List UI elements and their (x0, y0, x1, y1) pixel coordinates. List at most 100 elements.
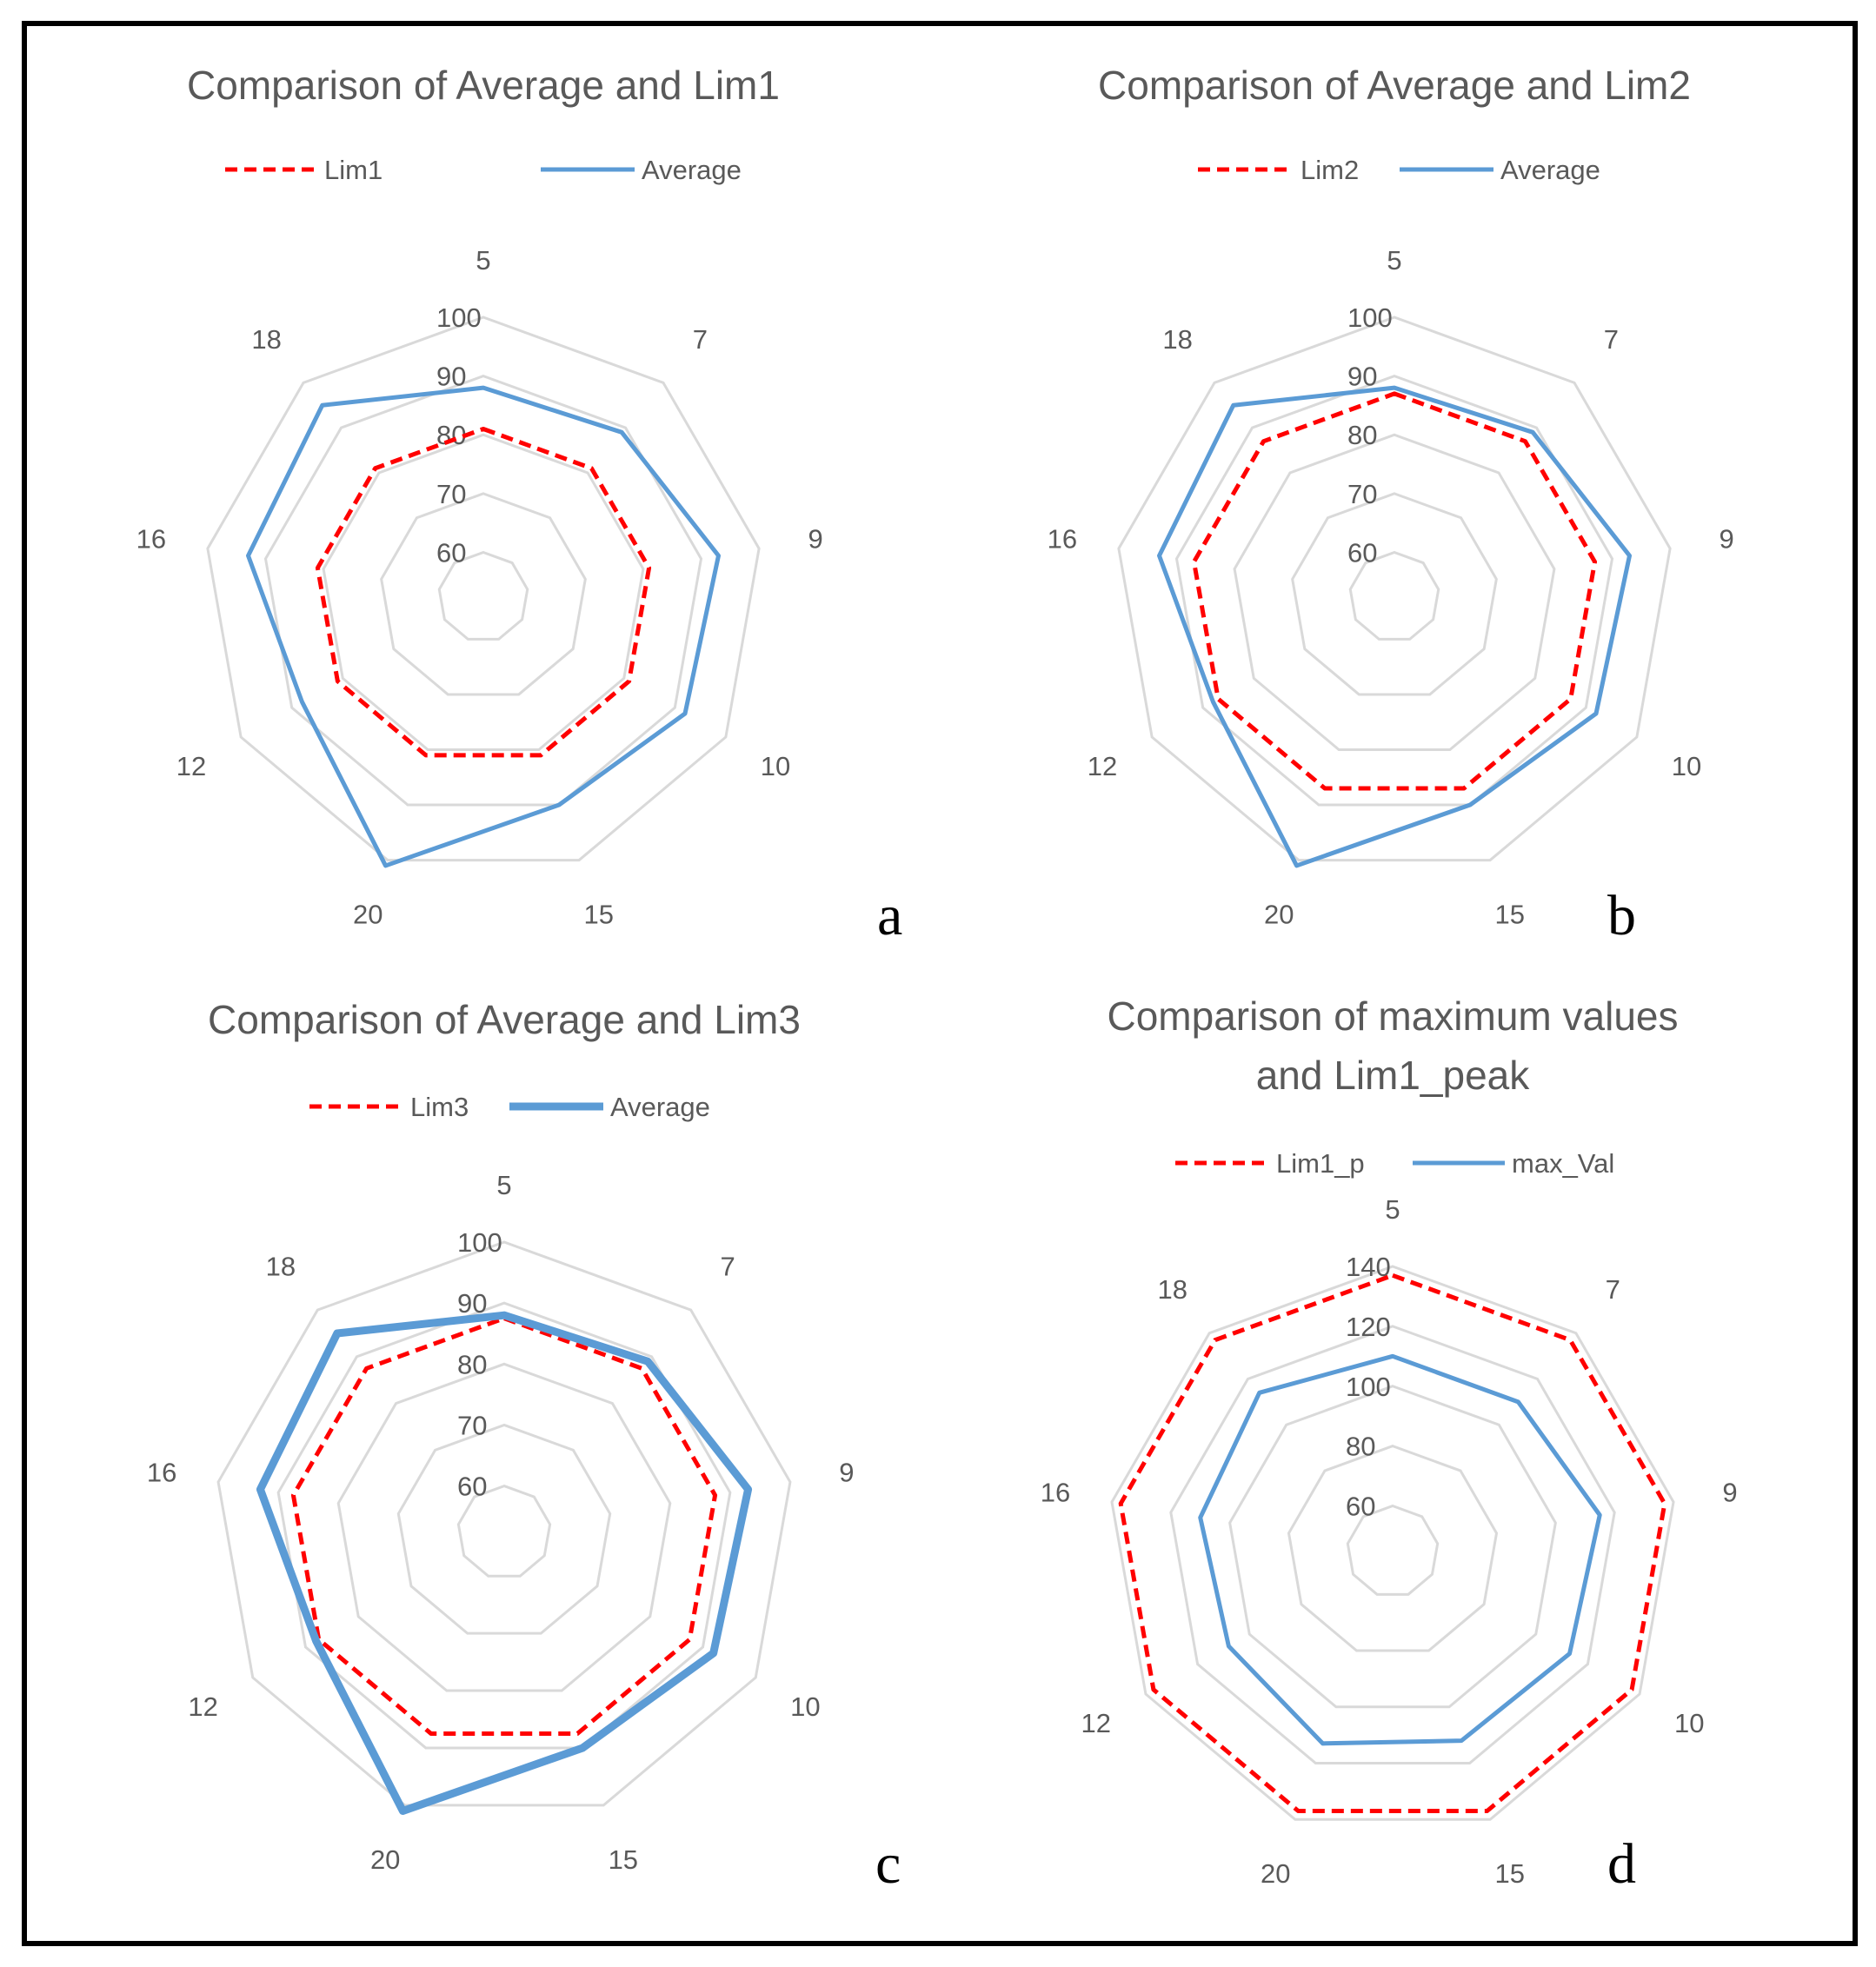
category-label: 12 (1081, 1708, 1111, 1738)
category-label: 5 (496, 1170, 511, 1200)
grid-ring (380, 492, 587, 696)
radar-category-labels: 5 7 9 10 15 20 12 16 18 (147, 1170, 855, 1875)
category-label: 15 (609, 1844, 638, 1875)
grid-ring (396, 1423, 612, 1635)
tick-label: 100 (436, 302, 482, 333)
category-label: 20 (1261, 1858, 1290, 1889)
legend-label-lim: Lim3 (410, 1092, 469, 1122)
category-label: 7 (720, 1252, 735, 1282)
category-label: 15 (583, 900, 613, 930)
tick-label: 100 (1347, 302, 1393, 333)
series-average (256, 1311, 753, 1815)
category-label: 12 (188, 1691, 217, 1722)
tick-label: 60 (457, 1472, 487, 1502)
tick-label: 60 (1347, 537, 1377, 568)
category-label: 7 (1606, 1274, 1620, 1305)
legend-label-average: Average (610, 1092, 710, 1122)
panel-letter: a (877, 884, 902, 947)
radar-series (256, 1311, 753, 1815)
legend: Lim3 Average (309, 1092, 710, 1122)
category-label: 9 (1722, 1478, 1737, 1508)
radar-grid (216, 1240, 792, 1807)
grid-ring (1169, 1325, 1616, 1764)
category-label: 18 (1157, 1274, 1187, 1305)
series-max-val (1198, 1353, 1602, 1746)
grid-ring (1233, 433, 1556, 751)
grid-ring (336, 1362, 672, 1692)
category-label: 10 (1674, 1708, 1704, 1738)
category-label: 10 (761, 751, 790, 781)
tick-label: 80 (1347, 420, 1377, 450)
chart-title-line-2: and Lim1_peak (1256, 1053, 1531, 1098)
grid-ring (1174, 375, 1614, 807)
category-label: 9 (808, 524, 822, 555)
series-lim1-p (1118, 1273, 1667, 1814)
radar-tick-labels: 60 70 80 90 100 (436, 302, 482, 568)
panel-letter: d (1607, 1832, 1636, 1896)
category-label: 12 (1088, 751, 1117, 781)
legend-label-average: max_Val (1512, 1148, 1614, 1179)
tick-label: 120 (1346, 1312, 1391, 1342)
grid-ring (1348, 550, 1440, 641)
legend: Lim2 Average (1198, 155, 1600, 185)
tick-label: 80 (1346, 1432, 1375, 1462)
grid-ring (263, 375, 703, 807)
grid-ring (206, 316, 761, 862)
category-label: 16 (136, 524, 166, 555)
figure-frame (22, 21, 1858, 1946)
grid-ring (1346, 1504, 1440, 1596)
grid-ring (216, 1240, 792, 1807)
grid-ring (1228, 1385, 1557, 1709)
tick-label: 90 (457, 1288, 487, 1319)
radar-panel-a: Comparison of Average and Lim1 Lim1 Aver… (136, 63, 903, 947)
radar-category-labels: 5 7 9 10 15 20 12 16 18 (136, 245, 823, 930)
tick-label: 70 (1347, 479, 1377, 509)
category-label: 5 (476, 245, 490, 276)
category-label: 20 (1264, 900, 1294, 930)
legend-label-lim: Lim1_p (1276, 1148, 1365, 1179)
category-label: 16 (1048, 524, 1077, 555)
tick-label: 80 (436, 420, 466, 450)
chart-title: Comparison of maximum values (1107, 993, 1678, 1039)
radar-tick-labels: 60 80 100 120 140 (1346, 1252, 1391, 1522)
tick-label: 100 (457, 1227, 502, 1258)
category-label: 18 (266, 1252, 296, 1282)
radar-grid (206, 316, 761, 862)
tick-label: 90 (436, 362, 466, 392)
category-label: 20 (370, 1844, 400, 1875)
grid-ring (1291, 492, 1498, 696)
legend-label-lim: Lim1 (324, 155, 383, 185)
tick-label: 90 (1347, 362, 1377, 392)
category-label: 5 (1385, 1194, 1400, 1225)
series-lim1 (315, 426, 652, 758)
grid-ring (437, 550, 529, 641)
category-label: 12 (176, 751, 206, 781)
tick-label: 80 (457, 1349, 487, 1379)
category-label: 7 (693, 324, 708, 355)
grid-ring (276, 1301, 732, 1750)
grid-ring (456, 1484, 552, 1578)
category-label: 18 (251, 324, 281, 355)
category-label: 9 (839, 1458, 854, 1488)
series-average (1157, 385, 1632, 868)
legend: Lim1 Average (225, 155, 742, 185)
tick-label: 70 (436, 479, 466, 509)
tick-label: 60 (436, 537, 466, 568)
tick-label: 100 (1346, 1372, 1391, 1402)
radar-category-labels: 5 7 9 10 15 20 12 16 18 (1048, 245, 1734, 930)
series-lim2 (1191, 391, 1598, 791)
radar-tick-labels: 60 70 80 90 100 (1347, 302, 1393, 568)
category-label: 9 (1719, 524, 1733, 555)
category-label: 5 (1387, 245, 1401, 276)
category-label: 18 (1162, 324, 1192, 355)
tick-label: 70 (457, 1410, 487, 1440)
legend-label-average: Average (642, 155, 742, 185)
chart-title: Comparison of Average and Lim1 (187, 63, 780, 108)
series-average (246, 385, 721, 868)
category-label: 10 (1672, 751, 1701, 781)
grid-ring (1287, 1445, 1499, 1652)
series-lim3 (290, 1316, 718, 1736)
category-label: 15 (1494, 900, 1524, 930)
category-label: 16 (1041, 1478, 1070, 1508)
